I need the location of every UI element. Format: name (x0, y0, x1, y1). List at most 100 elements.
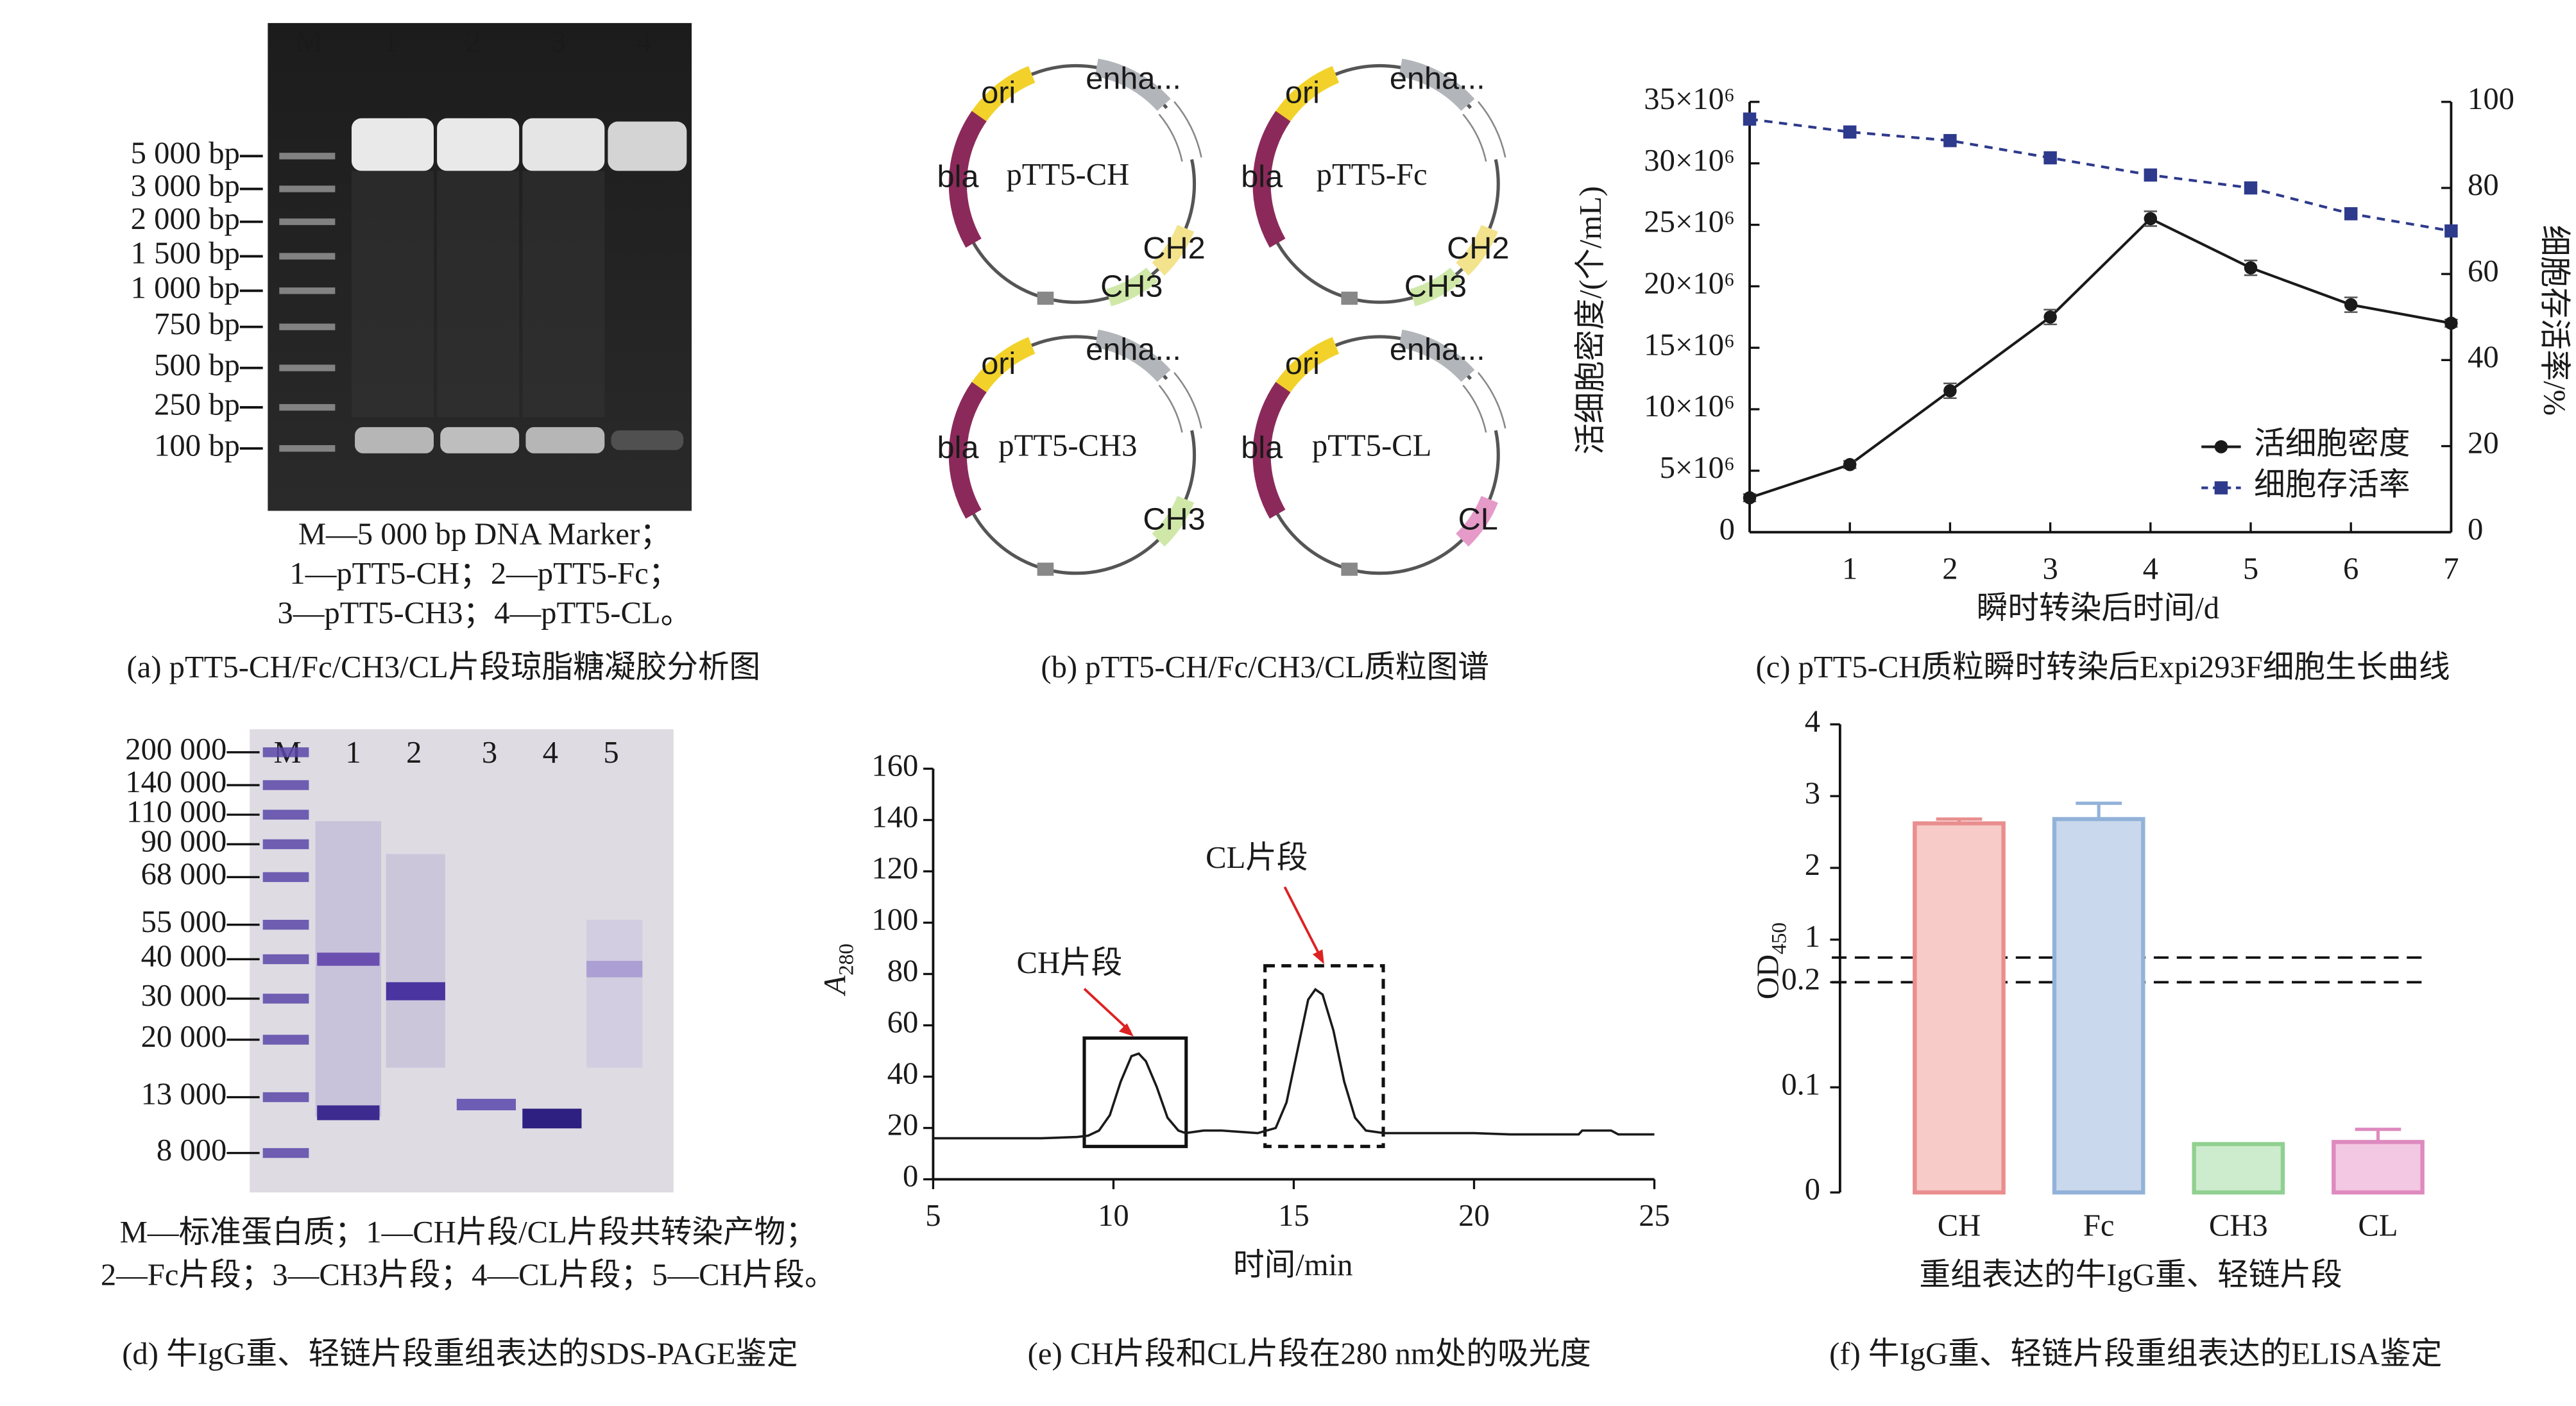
ladder-band (279, 287, 336, 294)
ladder-band (262, 747, 309, 758)
data-point (1743, 112, 1757, 126)
y-axis-label-sub: 450 (1767, 922, 1791, 954)
plasmid: ori enha... bla CL (1241, 329, 1506, 576)
marker-box (1341, 291, 1358, 305)
feature-arc (1252, 111, 1291, 248)
x-tick-label: 6 (2343, 551, 2358, 586)
x-axis-label: 时间/min (1233, 1248, 1352, 1282)
error-bar (2355, 1128, 2401, 1142)
x-axis-label: 瞬时转染后时间/d (1977, 591, 2219, 625)
marker-box (1037, 291, 1054, 305)
feature-arc (1455, 495, 1498, 547)
feature-arc (1399, 329, 1475, 382)
segment (1477, 101, 1506, 158)
y2-tick-label: 40 (2468, 340, 2499, 375)
marker-label: 140 000 (125, 765, 226, 799)
y-tick-label: 40 (887, 1056, 919, 1091)
feature-arc (1105, 267, 1158, 307)
feature-arc (1152, 495, 1195, 547)
error-bar (2076, 801, 2122, 819)
y-tick-label: 0 (903, 1159, 918, 1194)
caption-line: 2—Fc片段；3—CH3片段；4—CL片段；5—CH片段。 (101, 1257, 836, 1292)
plasmid-name: pTT5-CL (1312, 428, 1431, 462)
marker-label: 2 000 bp (131, 201, 240, 236)
panel-title: (b) pTT5-CH/Fc/CH3/CL质粒图谱 (1041, 650, 1489, 684)
y-tick-label: 10×10⁶ (1644, 389, 1735, 423)
ladder-band (262, 809, 309, 820)
caption-line: 1—pTT5-CH；2—pTT5-Fc； (289, 556, 679, 591)
legend-label: 细胞存活率 (2254, 468, 2410, 502)
x-tick-label: Fc (2083, 1208, 2115, 1243)
feature-label: enha... (1390, 61, 1485, 96)
ladder-band (262, 919, 309, 930)
marker-label: 68 000 (141, 857, 227, 892)
ladder-band (279, 218, 336, 225)
y2-tick-label: 0 (2468, 512, 2483, 546)
feature-arc (1152, 224, 1195, 276)
y-tick-label: 5×10⁶ (1660, 450, 1735, 485)
segment (1158, 114, 1183, 162)
y2-tick-label: 60 (2468, 253, 2499, 288)
x-tick-label: 20 (1458, 1198, 1490, 1233)
ladder-band (262, 1148, 309, 1158)
y2-tick-label: 80 (2468, 167, 2499, 202)
x-tick-label: 5 (2243, 551, 2258, 586)
ladder-band (262, 994, 309, 1004)
lane-label: 5 (603, 735, 618, 770)
gel-a (268, 22, 692, 511)
y-tick-label: 25×10⁶ (1644, 205, 1735, 239)
segment (1462, 114, 1487, 162)
x-tick-label: 25 (1639, 1198, 1670, 1233)
data-point (2144, 168, 2158, 182)
x-tick-label: 10 (1098, 1198, 1129, 1233)
y-tick-label: 100 (871, 902, 918, 937)
y-tick-label: 20×10⁶ (1644, 266, 1735, 301)
y-tick-label: 2 (1805, 847, 1820, 882)
ladder-band (279, 185, 336, 192)
y-tick-label: 3 (1805, 775, 1820, 810)
data-point (2144, 212, 2158, 226)
y-tick-label: 0 (1805, 1172, 1820, 1207)
feature-label: CH2 (1143, 231, 1205, 266)
feature-arc (1252, 382, 1291, 519)
y-tick-label: 160 (871, 749, 918, 783)
y-tick-label: 60 (887, 1005, 919, 1040)
lane-label: 2 (406, 735, 422, 770)
chart-title: (c) pTT5-CH质粒瞬时转染后Expi293F细胞生长曲线 (1755, 650, 2450, 684)
y-axis-label: 活细胞密度/(个/mL) (1573, 186, 1608, 455)
feature-label: bla (937, 430, 980, 465)
feature-label: bla (937, 160, 980, 194)
feature-arc (1455, 224, 1498, 276)
ladder-band (279, 445, 336, 452)
lane-label: 3 (550, 24, 566, 58)
plasmid: ori enha... bla CH3 (937, 329, 1206, 576)
feature-label: enha... (1390, 332, 1485, 367)
lane-label: 2 (465, 24, 481, 58)
feature-label: ori (981, 346, 1016, 381)
y-tick-label: 0.2 (1781, 961, 1820, 996)
feature-label: CH3 (1100, 269, 1163, 303)
legend-label: 活细胞密度 (2254, 427, 2410, 461)
data-point (2244, 181, 2258, 195)
feature-label: ori (981, 76, 1016, 110)
lane-label: 1 (345, 735, 361, 770)
data-point (2043, 310, 2057, 324)
feature-label: ori (1285, 76, 1320, 110)
y-tick-label: 1 (1805, 919, 1820, 954)
y2-tick-label: 100 (2468, 81, 2514, 116)
ladder-band (279, 253, 336, 260)
data-point (1943, 133, 1957, 148)
feature-label: CH3 (1143, 502, 1205, 536)
segment (1159, 373, 1201, 433)
segment (1477, 372, 1506, 429)
ladder-band (262, 780, 309, 790)
ladder-band (262, 839, 309, 849)
y-tick-label: 0.1 (1781, 1067, 1820, 1101)
feature-arc (948, 111, 987, 248)
marker-label: 3 000 bp (131, 169, 240, 203)
marker-box (1037, 563, 1054, 576)
x-tick-label: CL (2358, 1208, 2398, 1243)
marker-label: 40 000 (141, 939, 227, 974)
